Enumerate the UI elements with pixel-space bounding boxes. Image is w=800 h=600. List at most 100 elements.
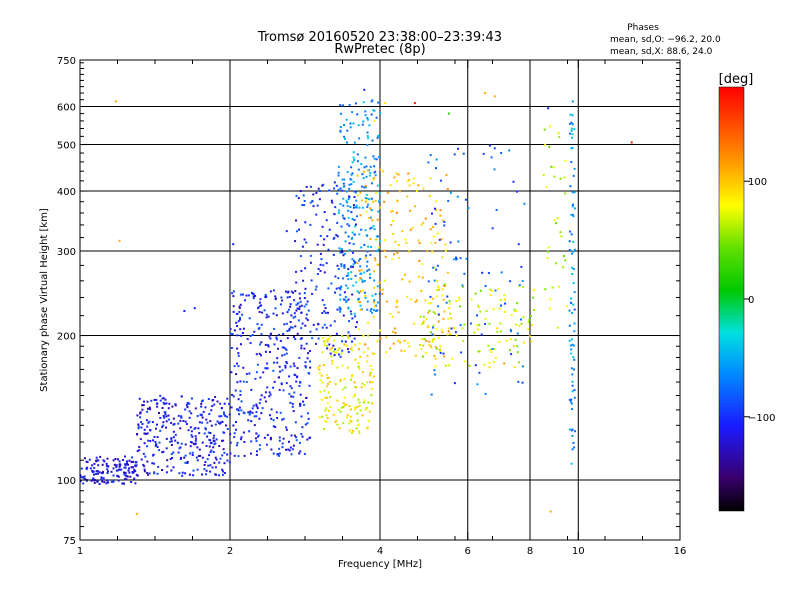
data-point [177, 451, 180, 454]
data-point [395, 172, 398, 175]
data-point [269, 351, 271, 353]
data-point [298, 308, 301, 310]
data-point [216, 400, 219, 403]
data-point [321, 184, 324, 187]
data-point [571, 384, 574, 387]
data-point [377, 101, 380, 104]
data-point [366, 250, 369, 253]
data-point [370, 246, 373, 248]
data-point [252, 292, 255, 295]
data-point [258, 444, 261, 447]
data-point [88, 458, 91, 461]
data-point [285, 322, 288, 325]
data-point [146, 410, 149, 413]
data-point [251, 292, 253, 294]
data-point [365, 165, 368, 168]
data-point [303, 347, 306, 350]
data-point [100, 477, 103, 480]
data-point [369, 216, 372, 219]
data-point [91, 478, 94, 481]
data-point [126, 460, 129, 463]
data-point [393, 176, 396, 179]
data-point [237, 398, 240, 401]
data-point [383, 279, 386, 282]
data-point [356, 194, 359, 197]
data-point [374, 174, 377, 177]
data-point [103, 481, 106, 484]
data-point [401, 278, 404, 281]
data-point [157, 465, 160, 468]
data-point [444, 285, 446, 287]
data-point [293, 336, 295, 339]
data-point [146, 432, 149, 435]
data-point [572, 282, 575, 285]
data-point [258, 402, 261, 405]
data-point [569, 113, 572, 116]
data-point [339, 355, 342, 358]
data-point [153, 472, 156, 475]
data-point [269, 393, 272, 396]
data-point [149, 440, 152, 442]
data-point [465, 257, 468, 260]
data-point [164, 413, 167, 416]
data-point [350, 183, 353, 186]
data-point [173, 423, 176, 425]
data-point [350, 237, 353, 240]
data-point [366, 265, 368, 268]
data-point [503, 362, 506, 365]
data-point [318, 372, 321, 375]
data-point [103, 460, 106, 463]
data-point [336, 192, 339, 195]
data-point [340, 248, 343, 251]
data-point [396, 301, 398, 304]
data-point [147, 407, 149, 410]
data-point [352, 243, 355, 246]
data-point [306, 438, 309, 441]
data-point [215, 438, 218, 441]
data-point [290, 290, 293, 293]
data-point [358, 301, 361, 304]
data-point [549, 125, 552, 128]
data-point [373, 299, 376, 302]
data-point [630, 141, 633, 144]
data-point [320, 258, 323, 261]
data-point [437, 320, 440, 323]
data-point [286, 311, 289, 314]
data-point [344, 231, 347, 234]
data-point [96, 480, 99, 483]
data-point [443, 310, 446, 313]
data-point [98, 471, 101, 474]
data-point [131, 456, 134, 459]
data-point [357, 362, 360, 365]
data-point [389, 312, 392, 315]
data-point [93, 467, 96, 469]
data-point [148, 472, 151, 475]
data-point [362, 334, 365, 337]
data-point [556, 217, 559, 220]
data-point [352, 284, 355, 287]
data-point [162, 415, 165, 417]
data-point [304, 287, 307, 290]
data-point [339, 251, 342, 254]
data-point [270, 448, 273, 451]
data-point [470, 298, 473, 301]
data-point [341, 364, 344, 367]
data-point [252, 404, 255, 407]
data-point [386, 191, 389, 194]
data-point [573, 446, 576, 449]
data-point [256, 363, 259, 366]
data-point [161, 469, 164, 471]
data-point [443, 224, 446, 227]
data-point [233, 454, 236, 457]
data-point [90, 479, 93, 482]
data-point [130, 481, 133, 483]
data-point [573, 322, 576, 325]
data-point [146, 425, 149, 428]
data-point [569, 344, 572, 347]
chart-title: Tromsø 20160520 23:38:00–23:39:43 [257, 30, 502, 45]
data-point [449, 191, 452, 194]
data-point [344, 240, 347, 243]
data-point [86, 466, 89, 469]
data-point [433, 266, 436, 269]
data-point [572, 356, 575, 359]
